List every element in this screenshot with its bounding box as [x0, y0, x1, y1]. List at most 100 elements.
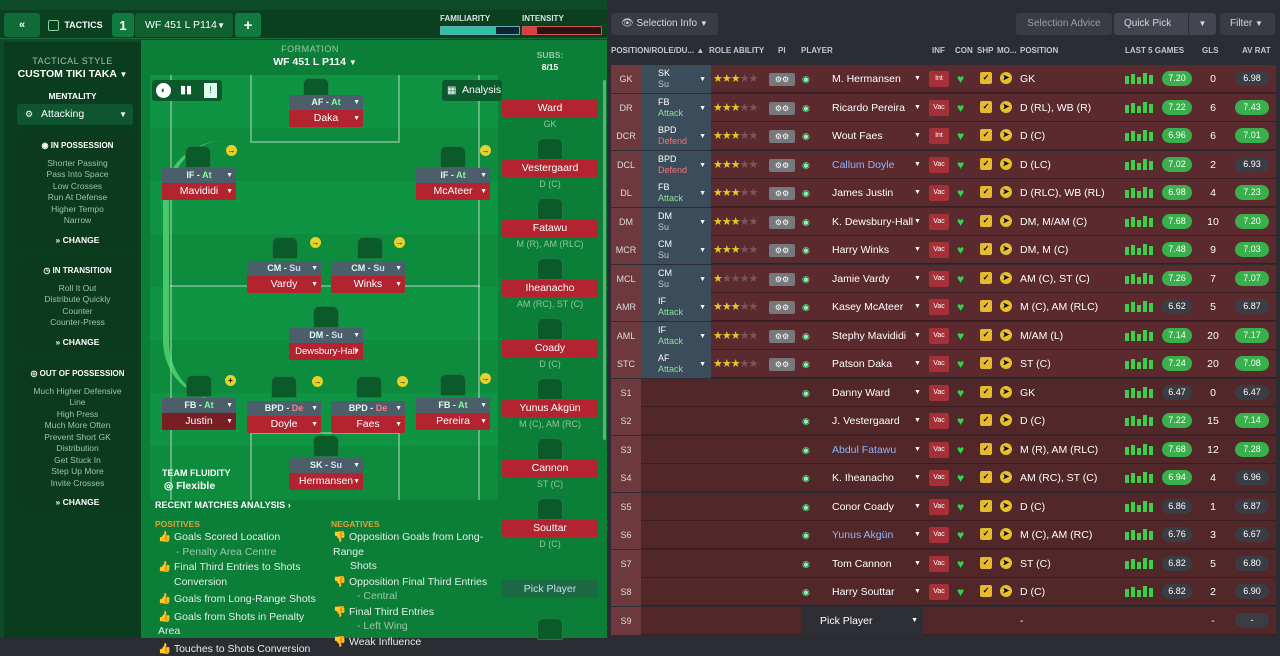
- negative-item[interactable]: 👎 Weak Influence: [333, 635, 508, 650]
- back-button[interactable]: «: [4, 13, 40, 37]
- negative-item[interactable]: 👎 Opposition Goals from Long-Range: [333, 530, 508, 559]
- info-icon[interactable]: !: [204, 83, 217, 98]
- column-header-avrat[interactable]: AV RAT: [1242, 46, 1271, 55]
- player-instructions-icon[interactable]: ⚙⚙: [769, 244, 795, 257]
- negative-item[interactable]: 👎 Final Third Entries: [333, 605, 508, 620]
- pick-player-button[interactable]: Pick Player: [502, 580, 598, 598]
- column-header-inf[interactable]: INF: [932, 46, 945, 55]
- player-name[interactable]: J. Vestergaard: [832, 407, 900, 435]
- player-name[interactable]: Patson Daka: [832, 350, 892, 378]
- player-card-faes[interactable]: BPD - De▼Faes▼: [331, 401, 405, 433]
- column-header-mo[interactable]: MO...: [997, 46, 1017, 55]
- selection-advice-button[interactable]: Selection Advice: [1016, 13, 1112, 35]
- player-name[interactable]: Harry Winks: [832, 236, 889, 264]
- positive-item[interactable]: 👍 Touches to Shots Conversion: [158, 642, 328, 656]
- tactics-tab[interactable]: TACTICS: [43, 13, 108, 37]
- player-name[interactable]: James Justin: [832, 179, 893, 207]
- player-instructions-icon[interactable]: ⚙⚙: [769, 330, 795, 343]
- positive-item[interactable]: 👍 Goals Scored Location: [158, 530, 328, 545]
- change-in-transition-button[interactable]: » CHANGE: [20, 337, 135, 349]
- column-header-pi[interactable]: PI: [778, 46, 786, 55]
- player-name[interactable]: Stephy Mavididi: [832, 322, 906, 350]
- column-header-gls[interactable]: GLS: [1202, 46, 1218, 55]
- player-card-hermansen[interactable]: SK - Su▼Hermansen▼: [289, 458, 363, 490]
- stats-bar-icon[interactable]: ▮▮: [180, 83, 192, 96]
- column-header-position[interactable]: POSITION: [1020, 46, 1058, 55]
- player-instructions-icon[interactable]: ⚙⚙: [769, 216, 795, 229]
- player-name[interactable]: Abdul Fatawu: [832, 436, 896, 464]
- player-card-pereira[interactable]: FB - At▼Pereira▼: [416, 398, 490, 430]
- column-header-position-role[interactable]: POSITION/ROLE/DU... ▲: [611, 46, 704, 55]
- player-name[interactable]: Jamie Vardy: [832, 265, 890, 293]
- mentality-selector[interactable]: ⚙Attacking▼: [17, 104, 133, 125]
- player-instructions-icon[interactable]: ⚙⚙: [769, 301, 795, 314]
- change-in-possession-button[interactable]: » CHANGE: [20, 235, 135, 247]
- player-name[interactable]: Callum Doyle: [832, 151, 894, 179]
- player-name[interactable]: Tom Cannon: [832, 550, 892, 578]
- player-name[interactable]: Harry Souttar: [832, 578, 894, 606]
- tactical-style-selector[interactable]: CUSTOM TIKI TAKA ▼: [4, 68, 141, 80]
- column-header-con[interactable]: CON: [955, 46, 973, 55]
- player-instructions-icon[interactable]: ⚙⚙: [769, 358, 795, 371]
- player-instructions-icon[interactable]: ⚙⚙: [769, 187, 795, 200]
- player-card-mavididi[interactable]: IF - At▼Mavididi▼: [162, 168, 236, 200]
- player-instructions-icon[interactable]: ⚙⚙: [769, 159, 795, 172]
- player-instructions-icon[interactable]: ⚙⚙: [769, 102, 795, 115]
- positive-item[interactable]: 👍 Final Third Entries to Shots: [158, 560, 328, 575]
- player-name[interactable]: K. Iheanacho: [832, 464, 894, 492]
- player-name[interactable]: Wout Faes: [832, 122, 883, 150]
- analysis-button[interactable]: ▦Analysis: [442, 80, 502, 101]
- tactic-slot-number[interactable]: 1: [112, 13, 134, 37]
- pick-player-selector[interactable]: Pick Player▼: [801, 607, 923, 635]
- player-name[interactable]: Kasey McAteer: [832, 293, 903, 321]
- negative-item[interactable]: 👎 Opposition Final Third Entries: [333, 575, 508, 590]
- player-name[interactable]: Conor Coady: [832, 493, 894, 521]
- formation-selector[interactable]: WF 451 L P114 ▼: [255, 56, 375, 68]
- player-card-winks[interactable]: CM - Su▼Winks▼: [331, 261, 405, 293]
- column-header-last5[interactable]: LAST 5 GAMES: [1125, 46, 1184, 55]
- player-card-doyle[interactable]: BPD - De▼Doyle▼: [247, 401, 321, 433]
- quick-pick-button[interactable]: Quick Pick▼: [1114, 13, 1216, 35]
- filter-button[interactable]: Filter ▼: [1220, 13, 1275, 35]
- player-instructions-icon[interactable]: ⚙⚙: [769, 273, 795, 286]
- player-name[interactable]: Ricardo Pereira: [832, 94, 905, 122]
- table-row[interactable]: S4◉K. Iheanacho▼Vac♥✓➤AM (RC), ST (C)6.9…: [611, 464, 1276, 492]
- player-card-daka[interactable]: AF - At▼Daka▼: [289, 95, 363, 127]
- positive-item[interactable]: 👍 Goals from Shots in Penalty Area: [158, 610, 328, 639]
- column-header-shp[interactable]: SHP: [977, 46, 993, 55]
- player-card-vardy[interactable]: CM - Su▼Vardy▼: [247, 261, 321, 293]
- add-tactic-button[interactable]: +: [235, 13, 261, 37]
- tactic-selector[interactable]: WF 451 L P114▼: [135, 13, 233, 37]
- change-out-of-possession-button[interactable]: » CHANGE: [20, 497, 135, 509]
- player-name[interactable]: K. Dewsbury-Hall: [832, 208, 913, 236]
